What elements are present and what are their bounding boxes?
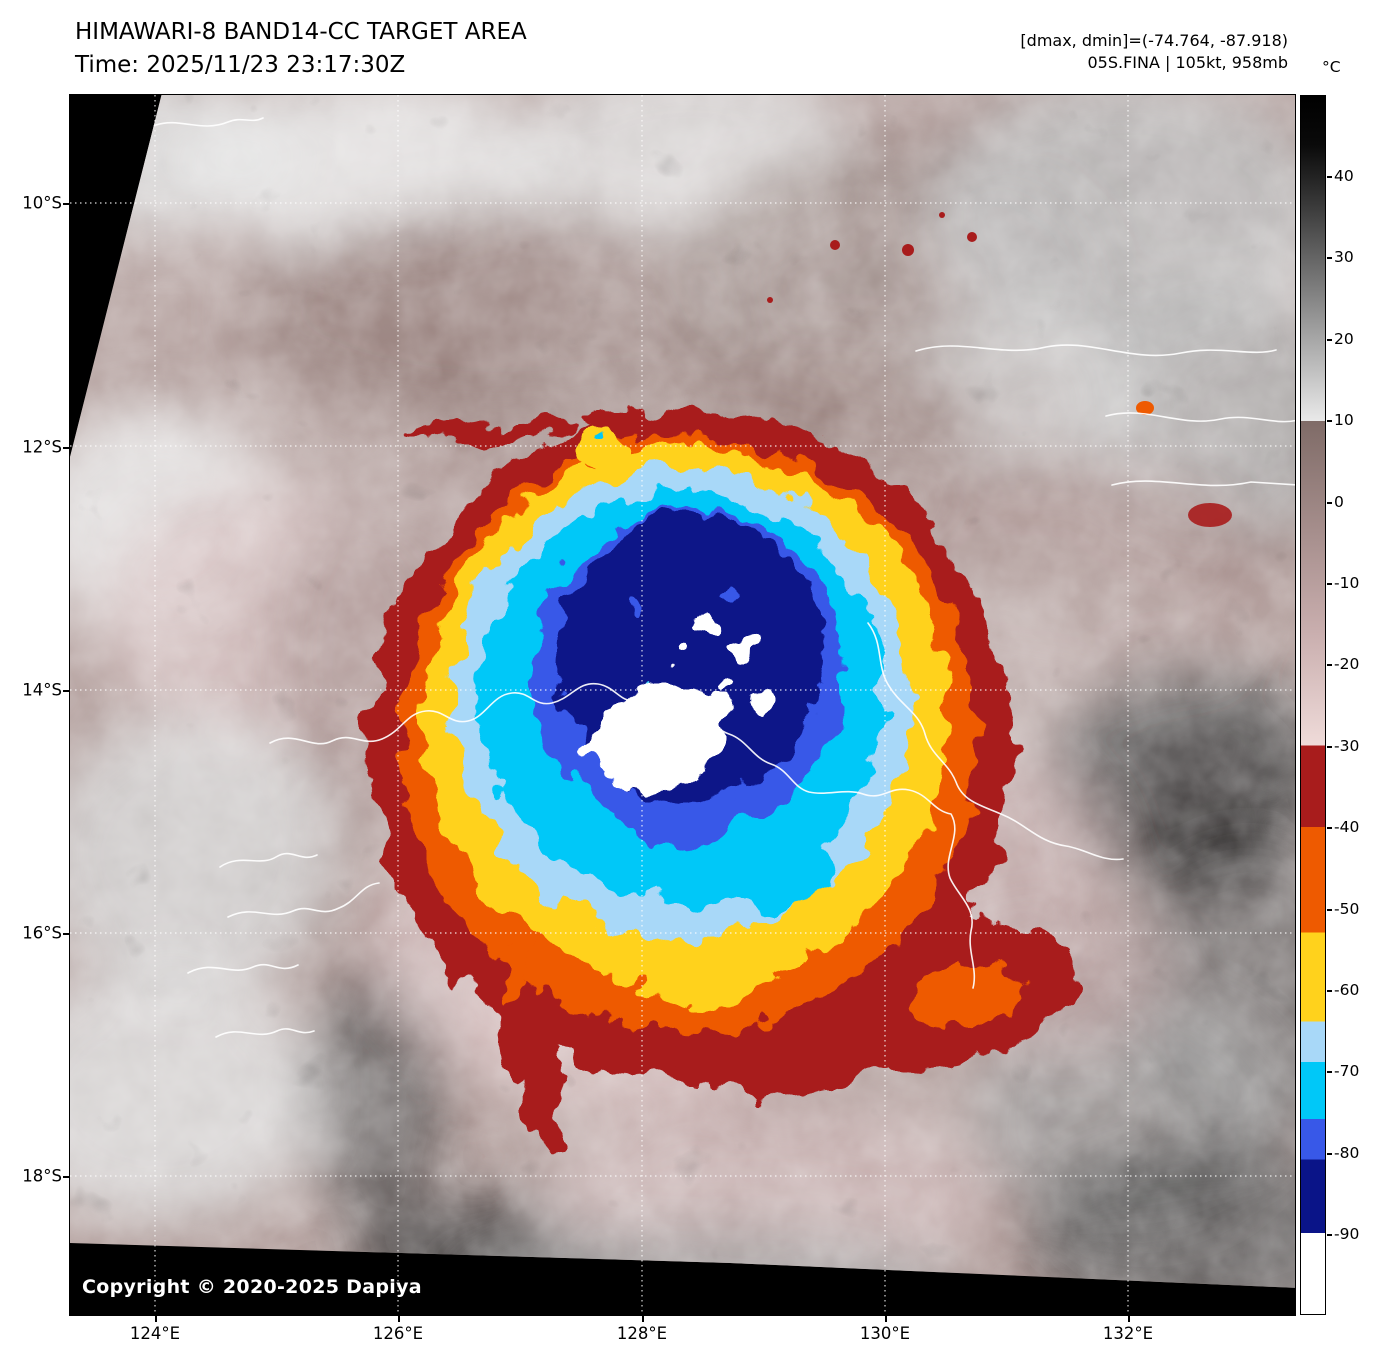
- colorbar-tick-label: 20: [1334, 330, 1354, 348]
- colorbar-tick: [1327, 339, 1332, 341]
- grid-lines: [70, 95, 1295, 1315]
- colorbar-tick: [1327, 1153, 1332, 1155]
- y-axis-label: 12°S: [22, 437, 62, 457]
- y-axis-label: 16°S: [22, 923, 62, 943]
- x-axis-label: 124°E: [129, 1324, 181, 1343]
- colorbar-unit-label: °C: [1322, 58, 1341, 76]
- colorbar: [1300, 95, 1326, 1315]
- y-tick: [63, 690, 70, 692]
- x-tick: [398, 1316, 400, 1322]
- y-tick: [63, 1176, 70, 1178]
- colorbar-tick: [1327, 827, 1332, 829]
- colorbar-tick-label: -20: [1334, 655, 1360, 673]
- colorbar-tick-label: -30: [1334, 737, 1360, 755]
- colorbar-tick: [1327, 502, 1332, 504]
- satellite-scene: [70, 93, 1297, 1315]
- data-swath: [70, 93, 1297, 1288]
- header: HIMAWARI-8 BAND14-CC TARGET AREA Time: 2…: [75, 16, 527, 82]
- colorbar-tick-label: -90: [1334, 1225, 1360, 1243]
- x-tick: [155, 1316, 157, 1322]
- colorbar-tick: [1327, 1234, 1332, 1236]
- colorbar-tick-label: -60: [1334, 981, 1360, 999]
- storm-info-label: 05S.FINA | 105kt, 958mb: [1087, 53, 1288, 72]
- cyclone: [368, 407, 1079, 1150]
- x-tick: [1128, 1316, 1130, 1322]
- x-tick: [885, 1316, 887, 1322]
- plot-area: Copyright © 2020-2025 Dapiya: [69, 93, 1297, 1316]
- cold-specks: [767, 212, 1232, 527]
- x-axis-label: 126°E: [372, 1324, 424, 1343]
- colorbar-tick-label: -50: [1334, 900, 1360, 918]
- white-overcast-patch: [585, 616, 767, 784]
- stats-block: [dmax, dmin]=(-74.764, -87.918) 05S.FINA…: [1020, 30, 1288, 74]
- colorbar-tick-label: -80: [1334, 1144, 1360, 1162]
- x-tick: [642, 1316, 644, 1322]
- y-tick: [63, 447, 70, 449]
- colorbar-tick-label: 40: [1334, 167, 1354, 185]
- y-axis-label: 18°S: [22, 1166, 62, 1186]
- x-axis-label: 128°E: [616, 1324, 668, 1343]
- time-subtitle: Time: 2025/11/23 23:17:30Z: [75, 52, 406, 78]
- copyright-label: Copyright © 2020-2025 Dapiya: [82, 1276, 422, 1298]
- colorbar-tick: [1327, 176, 1332, 178]
- colorbar-tick: [1327, 909, 1332, 911]
- x-axis-label: 130°E: [859, 1324, 911, 1343]
- y-tick: [63, 933, 70, 935]
- y-axis-label: 14°S: [22, 680, 62, 700]
- dmax-dmin-label: [dmax, dmin]=(-74.764, -87.918): [1020, 31, 1288, 50]
- colorbar-tick: [1327, 257, 1332, 259]
- y-tick: [63, 203, 70, 205]
- colorbar-tick-label: -40: [1334, 818, 1360, 836]
- colorbar-tick: [1327, 420, 1332, 422]
- colorbar-tick-label: 30: [1334, 248, 1354, 266]
- colorbar-tick: [1327, 990, 1332, 992]
- colorbar-tick-label: -10: [1334, 574, 1360, 592]
- colorbar-tick: [1327, 664, 1332, 666]
- y-axis-label: 10°S: [22, 193, 62, 213]
- colorbar-tick-label: 10: [1334, 411, 1354, 429]
- colorbar-tick-label: 0: [1334, 493, 1344, 511]
- chart-title: HIMAWARI-8 BAND14-CC TARGET AREA: [75, 19, 527, 45]
- colorbar-tick: [1327, 1071, 1332, 1073]
- x-axis-label: 132°E: [1102, 1324, 1154, 1343]
- colorbar-tick-label: -70: [1334, 1062, 1360, 1080]
- colorbar-tick: [1327, 746, 1332, 748]
- colorbar-tick: [1327, 583, 1332, 585]
